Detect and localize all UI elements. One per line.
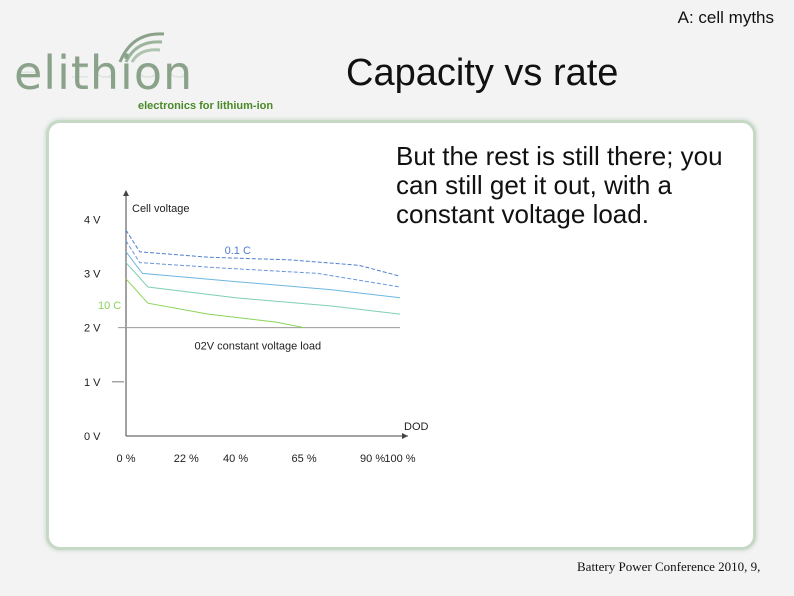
- logo-tagline: electronics for lithium-ion: [138, 100, 274, 112]
- x-axis-arrow-icon: [402, 433, 408, 439]
- series-line-2: [125, 240, 401, 288]
- body-text: But the rest is still there; you can sti…: [396, 141, 723, 229]
- x-tick-label: 90 %: [360, 453, 385, 465]
- y-axis-label: Cell voltage: [132, 203, 189, 215]
- y-tick-label: 2 V: [84, 323, 101, 335]
- series-line-1: [125, 229, 401, 277]
- logo-swoosh-icon: [118, 32, 165, 63]
- x-tick-label: 100 %: [384, 453, 415, 465]
- logo-wordmark: elithion: [14, 46, 194, 100]
- logo-wordmark-reflection: elithion: [14, 61, 194, 86]
- elithion-logo: elithion elithion electronics for lithiu…: [8, 28, 298, 118]
- x-tick-label: 0 %: [117, 453, 136, 465]
- footer-citation: Battery Power Conference 2010, 9,: [577, 559, 761, 574]
- content-panel: [46, 120, 756, 550]
- slide-tag: A: cell myths: [677, 8, 774, 27]
- series-line-3: [125, 251, 401, 299]
- x-tick-label: 65 %: [292, 453, 317, 465]
- series-line-5: [125, 278, 305, 329]
- y-tick-label: 1 V: [84, 377, 101, 389]
- x-tick-label: 22 %: [174, 453, 199, 465]
- y-tick-label: 4 V: [84, 214, 101, 226]
- annotation-10c: 10 C: [98, 300, 121, 312]
- series-line-4: [125, 262, 401, 315]
- x-axis-label: DOD: [404, 421, 429, 433]
- y-tick-label: 0 V: [84, 431, 101, 443]
- load-line-label: 02V constant voltage load: [195, 341, 322, 353]
- y-tick-label: 3 V: [84, 268, 101, 280]
- capacity-chart: Cell voltage DOD 4 V 3 V 2 V 1 V 0 V 0 % 22 % 40 …: [84, 190, 429, 465]
- slide-title: Capacity vs rate: [346, 52, 619, 94]
- x-tick-label: 40 %: [223, 453, 248, 465]
- annotation-0-1c: 0.1 C: [225, 245, 251, 257]
- y-axis-arrow-icon: [123, 190, 129, 196]
